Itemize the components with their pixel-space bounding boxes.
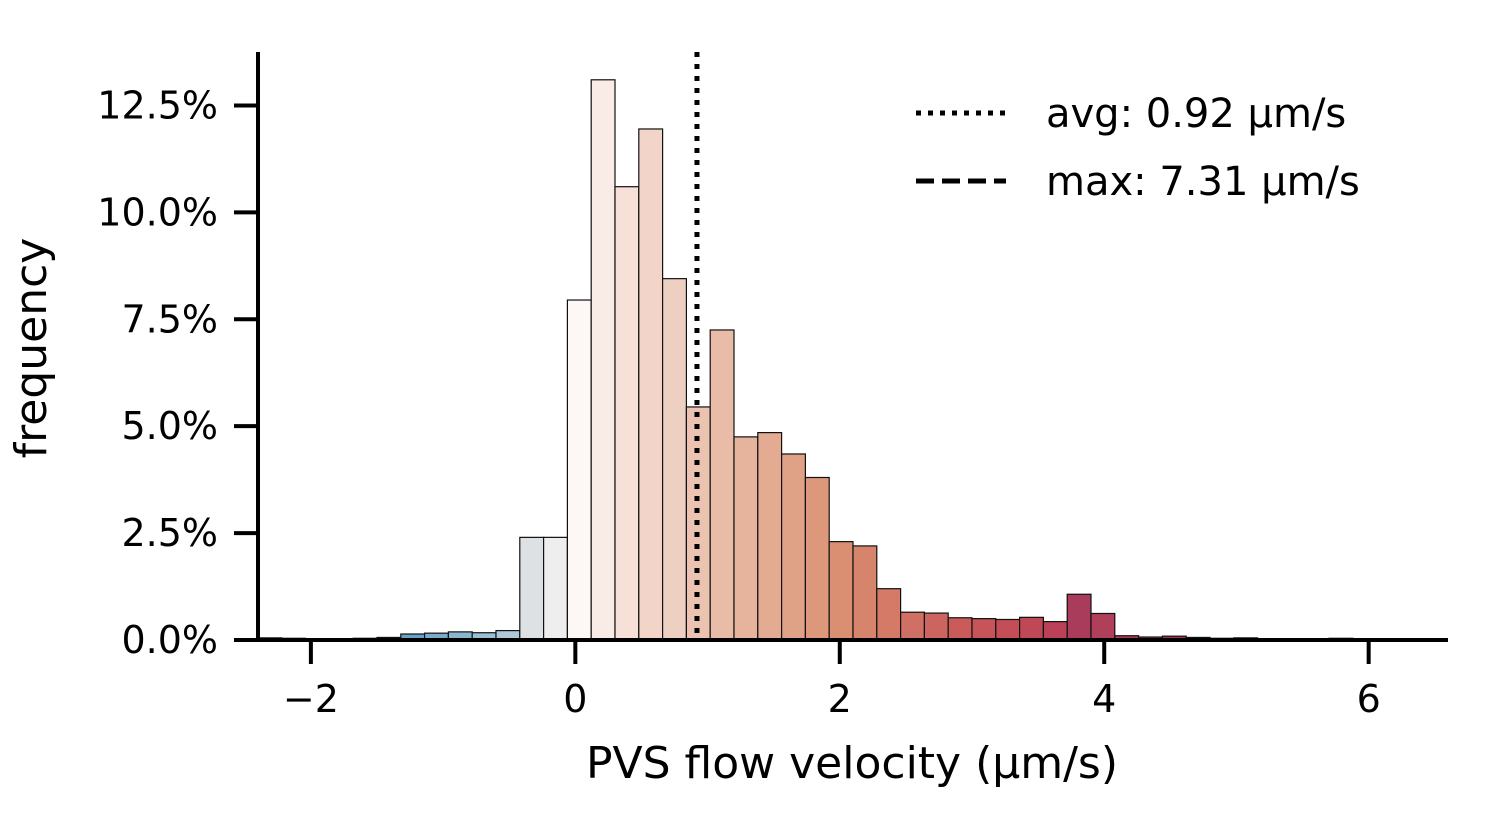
y-tick-label: 10.0% — [97, 190, 218, 234]
histogram-bar — [566, 299, 592, 641]
histogram-bar — [923, 612, 949, 641]
legend: avg: 0.92 µm/s max: 7.31 µm/s — [916, 91, 1360, 205]
y-ticks: 0.0% 2.5% 5.0% 7.5% 10.0% 12.5% — [97, 83, 258, 662]
histogram-bar — [1066, 593, 1092, 641]
y-tick-label: 5.0% — [121, 404, 218, 448]
y-tick-label: 0.0% — [121, 618, 218, 662]
histogram-bar — [542, 536, 568, 641]
histogram-bar — [804, 476, 830, 641]
x-axis-title: PVS flow velocity (µm/s) — [586, 738, 1118, 789]
x-tick-label: −2 — [283, 677, 339, 721]
histogram-bar — [1090, 612, 1116, 641]
histogram-bar — [971, 618, 997, 641]
y-axis-title: frequency — [6, 238, 57, 459]
histogram-bar — [661, 278, 687, 641]
legend-avg-label: avg: 0.92 µm/s — [1046, 91, 1346, 137]
x-tick-label: 6 — [1357, 677, 1381, 721]
histogram-bar — [733, 436, 759, 641]
x-ticks: −2 0 2 4 6 — [283, 640, 1381, 721]
x-tick-label: 0 — [563, 677, 587, 721]
histogram-bar — [947, 617, 973, 641]
histogram-bars — [257, 79, 1425, 641]
histogram-bar — [709, 329, 735, 641]
histogram-bar — [899, 611, 925, 641]
histogram-bar — [995, 618, 1021, 641]
legend-max-label: max: 7.31 µm/s — [1046, 159, 1360, 205]
histogram-bar — [757, 431, 783, 641]
histogram-bar — [1042, 621, 1068, 641]
y-tick-label: 2.5% — [121, 511, 218, 555]
histogram-bar — [1018, 616, 1044, 641]
x-tick-label: 2 — [828, 677, 852, 721]
axes — [256, 52, 1448, 642]
histogram-bar — [780, 453, 806, 641]
histogram-bar — [519, 536, 545, 641]
y-tick-label: 7.5% — [121, 297, 218, 341]
histogram-bar — [876, 588, 902, 641]
x-tick-label: 4 — [1092, 677, 1116, 721]
histogram-bar — [828, 541, 854, 641]
histogram-bar — [852, 545, 878, 641]
histogram-bar — [638, 128, 664, 641]
histogram-bar — [614, 186, 640, 641]
histogram-bar — [590, 79, 616, 641]
y-tick-label: 12.5% — [97, 83, 218, 127]
